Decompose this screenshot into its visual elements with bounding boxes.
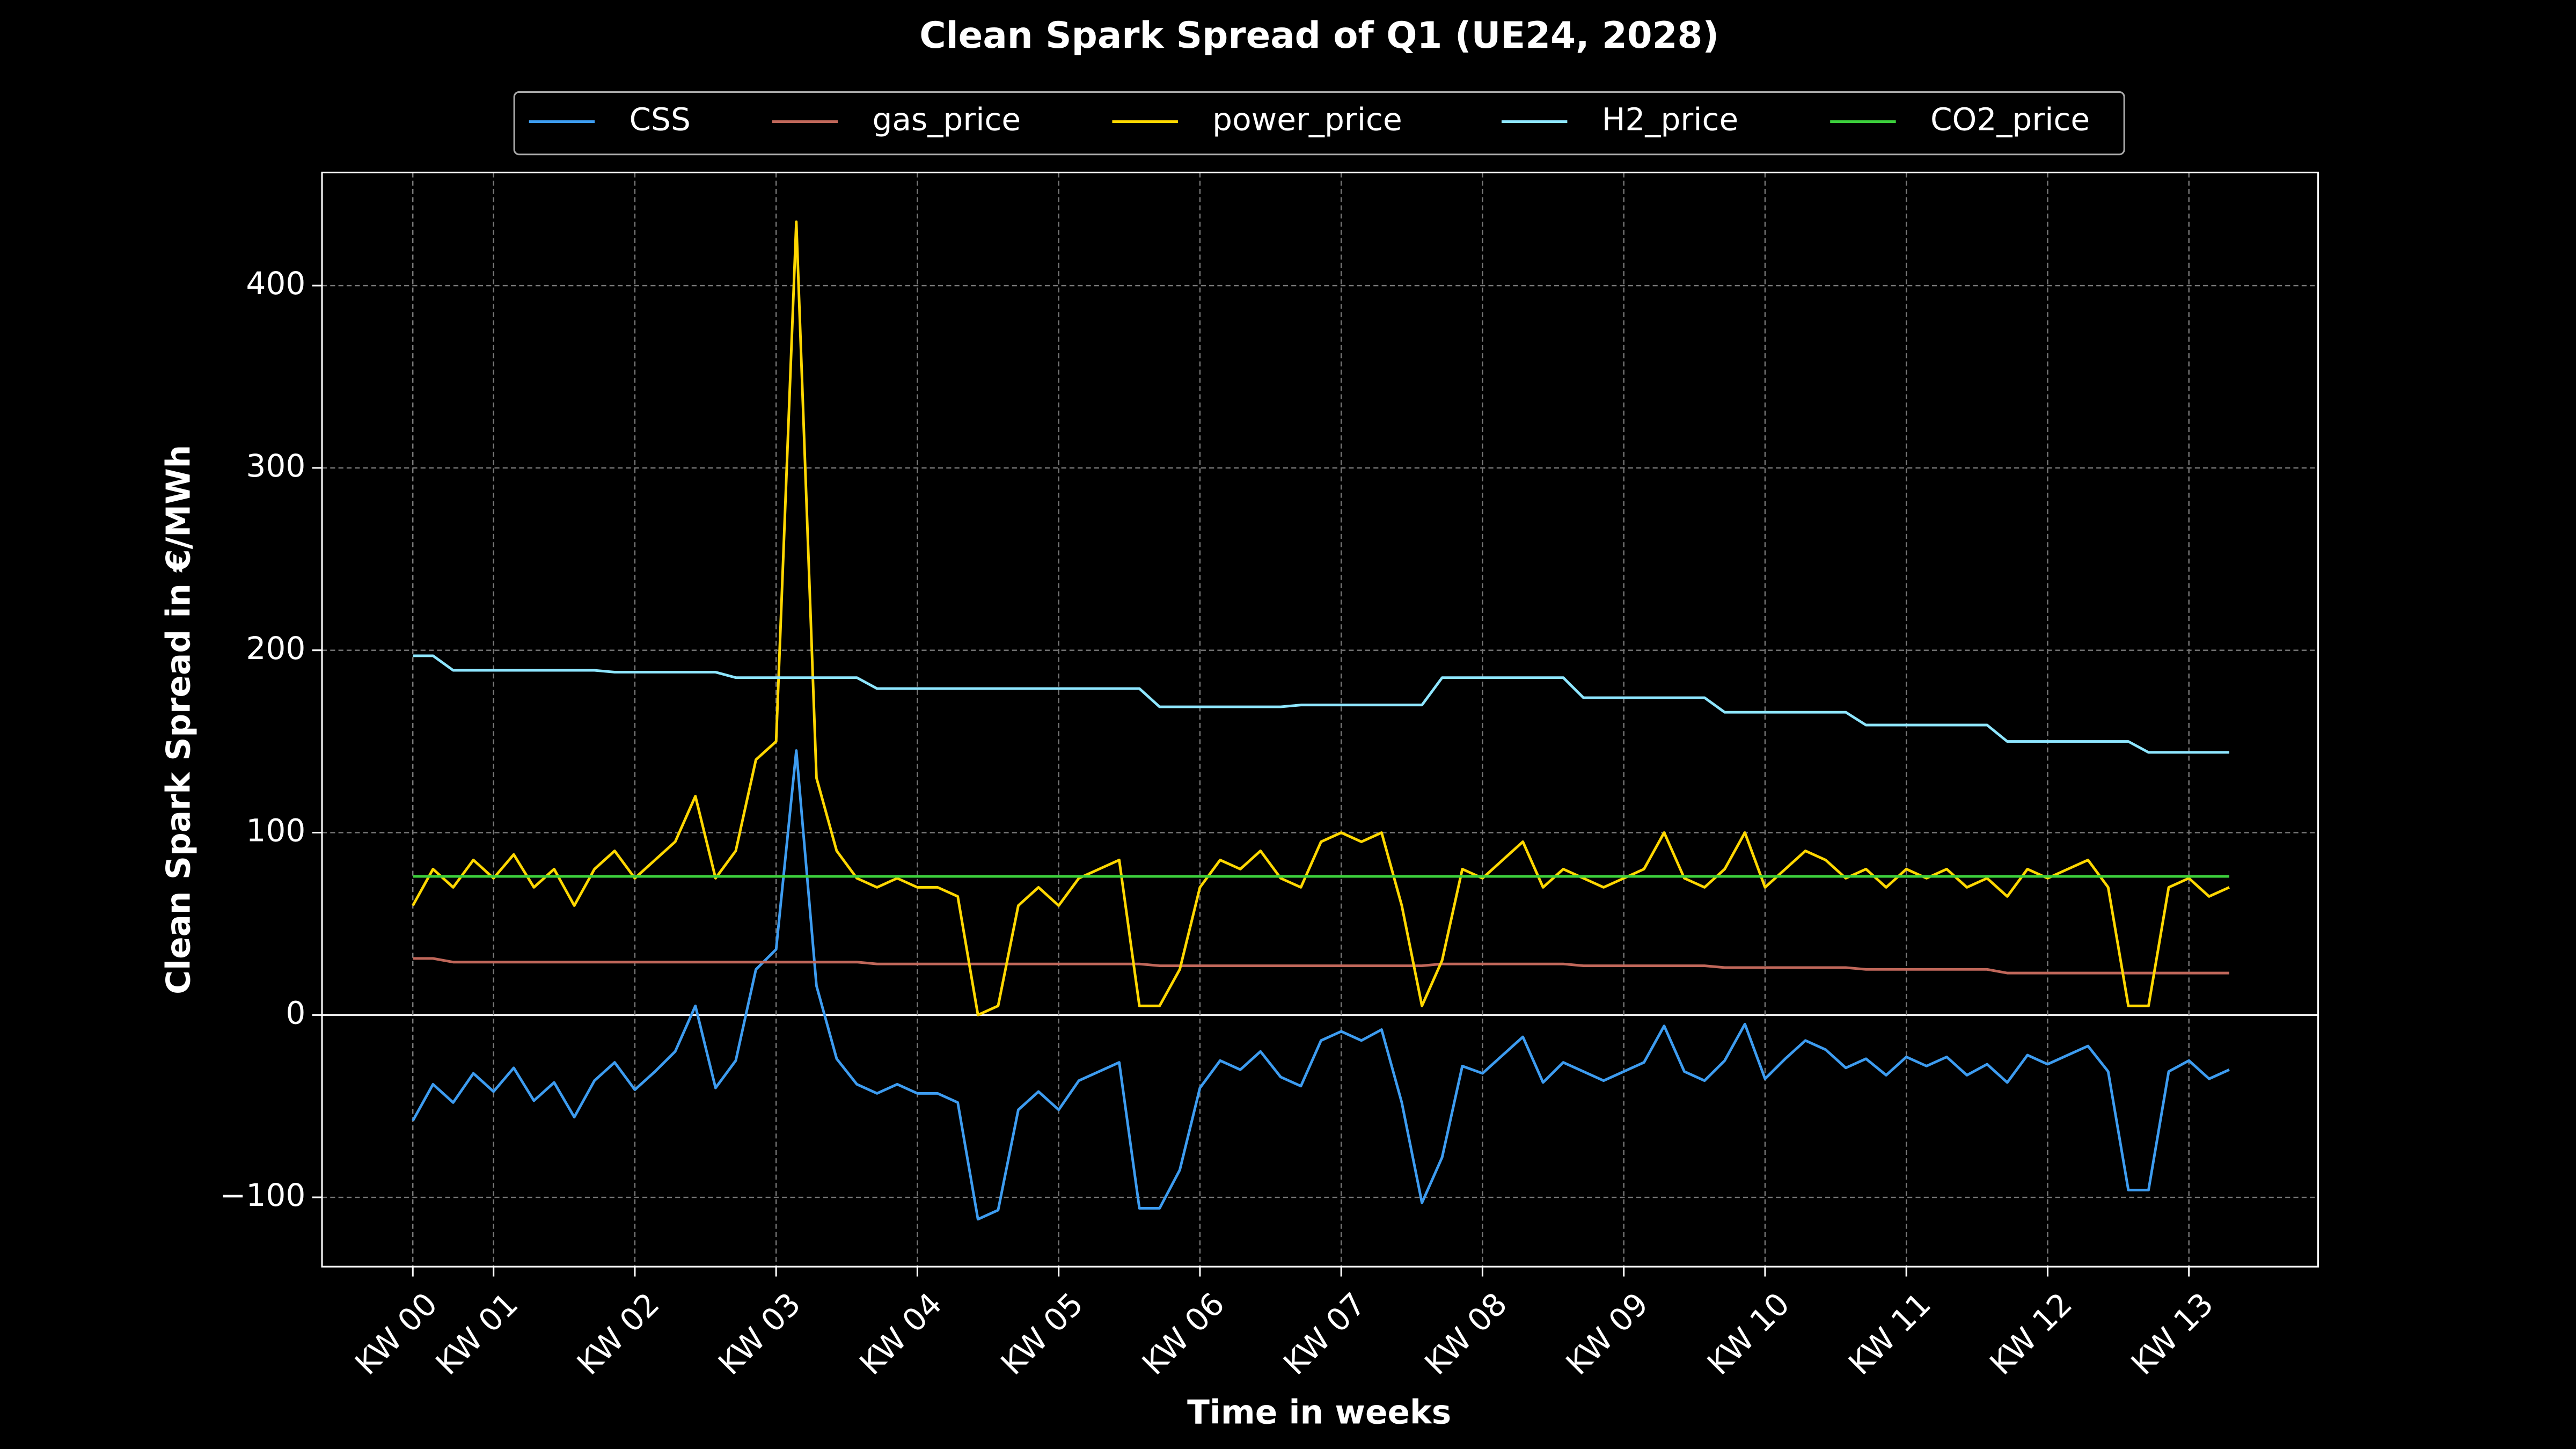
legend-label: power_price: [1212, 101, 1402, 138]
x-tick-label: KW 06: [1135, 1285, 1232, 1382]
x-tick-label: KW 03: [711, 1285, 808, 1382]
x-tick-label: KW 08: [1418, 1285, 1514, 1382]
x-tick-label: KW 09: [1559, 1285, 1656, 1382]
legend-label: CSS: [629, 101, 690, 138]
y-tick-label: 100: [246, 813, 305, 849]
x-tick-label: KW 10: [1700, 1285, 1797, 1382]
series-line: [412, 749, 2230, 1221]
x-tick-label: KW 00: [348, 1285, 444, 1382]
y-axis-label: Clean Spark Spread in €/MWh: [159, 445, 197, 994]
y-tick-label: 300: [246, 448, 305, 484]
series-line: [413, 654, 2229, 754]
y-tick-label: 200: [246, 630, 305, 667]
plot-area: [412, 220, 2230, 1221]
y-tick-label: −100: [220, 1177, 306, 1213]
y-tick-label: 0: [286, 994, 305, 1031]
x-tick-label: KW 05: [994, 1285, 1091, 1382]
series-line: [412, 220, 2230, 1016]
legend-box: [513, 91, 2125, 156]
chart-title: Clean Spark Spread of Q1 (UE24, 2028): [919, 14, 1719, 56]
series-line: [413, 957, 2229, 975]
legend-label: H2_price: [1602, 101, 1739, 138]
x-axis-label: Time in weeks: [1187, 1393, 1451, 1431]
plot-frame: [321, 171, 2319, 1268]
x-tick-label: KW 13: [2124, 1285, 2221, 1382]
x-tick-label: KW 12: [1983, 1285, 2080, 1382]
legend-label: gas_price: [873, 101, 1021, 138]
y-tick-label: 400: [246, 265, 305, 302]
legend-label: CO2_price: [1930, 101, 2090, 138]
x-tick-label: KW 02: [570, 1285, 667, 1382]
x-tick-label: KW 07: [1276, 1285, 1373, 1382]
x-tick-label: KW 11: [1841, 1285, 1938, 1382]
x-tick-label: KW 04: [853, 1285, 949, 1382]
x-tick-label: KW 01: [429, 1285, 525, 1382]
